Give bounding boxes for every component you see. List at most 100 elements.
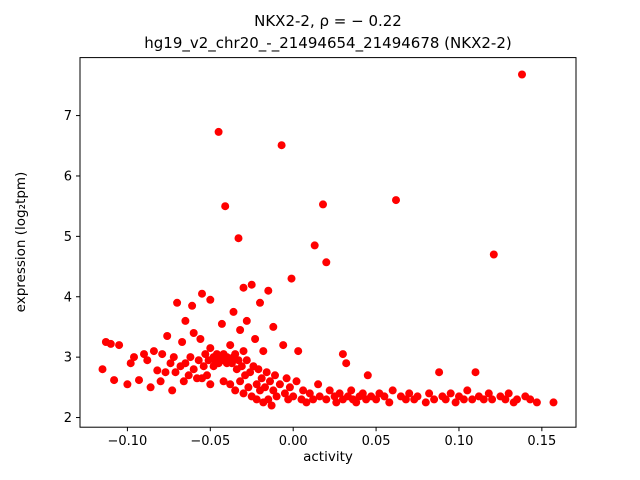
y-axis-label: expression (log₂tpm) xyxy=(13,172,29,313)
data-point xyxy=(425,389,434,398)
data-point xyxy=(226,341,235,350)
data-point xyxy=(234,234,243,243)
data-point xyxy=(226,380,235,389)
x-axis-label: activity xyxy=(303,449,353,465)
data-point xyxy=(171,368,180,377)
data-point xyxy=(322,258,331,267)
data-point xyxy=(236,326,245,334)
data-point xyxy=(256,298,264,307)
data-point xyxy=(239,347,248,356)
data-point xyxy=(319,200,327,209)
data-point xyxy=(198,289,206,298)
data-point xyxy=(338,350,347,359)
data-point xyxy=(302,398,311,407)
data-point xyxy=(206,344,215,353)
data-point xyxy=(266,377,274,386)
data-point xyxy=(178,338,187,346)
y-tick-label: 5 xyxy=(64,230,72,245)
data-point xyxy=(309,395,318,404)
data-point xyxy=(168,386,177,395)
data-point xyxy=(140,350,148,359)
data-point xyxy=(231,350,240,359)
data-point xyxy=(173,298,182,307)
data-point xyxy=(123,380,132,389)
data-point xyxy=(161,368,170,377)
x-tick-label: −0.10 xyxy=(107,434,147,449)
data-point xyxy=(471,368,480,377)
data-point xyxy=(322,395,331,404)
data-point xyxy=(242,316,251,325)
data-point xyxy=(252,380,261,389)
data-point xyxy=(201,350,210,359)
data-point xyxy=(532,398,541,407)
data-point xyxy=(280,389,289,398)
data-point xyxy=(385,398,394,407)
data-point xyxy=(217,319,226,328)
data-point xyxy=(289,392,298,401)
x-tick-label: 0.10 xyxy=(444,434,473,449)
data-point xyxy=(314,380,323,389)
data-point xyxy=(267,401,276,410)
data-point xyxy=(380,392,389,401)
data-point xyxy=(189,365,198,374)
data-point xyxy=(261,383,269,392)
scatter-points xyxy=(98,70,558,410)
data-point xyxy=(163,332,172,340)
data-point xyxy=(227,359,236,368)
data-point xyxy=(110,376,119,385)
data-point xyxy=(315,392,324,401)
data-point xyxy=(441,395,450,404)
data-point xyxy=(325,386,334,395)
data-point xyxy=(363,371,372,380)
data-point xyxy=(468,395,477,404)
data-point xyxy=(401,395,410,404)
data-point xyxy=(446,389,455,398)
x-axis-ticks: −0.10 −0.05 0.00 0.05 0.10 0.15 xyxy=(107,427,556,449)
x-tick-label: 0.15 xyxy=(527,434,556,449)
data-point xyxy=(196,335,205,343)
data-point xyxy=(372,395,381,404)
data-point xyxy=(513,395,521,404)
data-point xyxy=(285,383,294,392)
data-point xyxy=(279,341,288,350)
data-point xyxy=(282,374,291,383)
data-point xyxy=(269,386,278,395)
data-point xyxy=(264,395,273,404)
data-point xyxy=(430,395,439,404)
data-point xyxy=(271,371,279,380)
data-point xyxy=(310,241,319,250)
data-point xyxy=(549,398,558,407)
data-point xyxy=(239,389,248,398)
chart-title: NKX2-2, ρ = − 0.22 xyxy=(254,12,402,30)
data-point xyxy=(299,386,308,395)
data-point xyxy=(342,359,351,368)
data-point xyxy=(239,283,248,292)
data-point xyxy=(335,389,344,398)
data-point xyxy=(214,127,223,136)
data-point xyxy=(451,398,460,407)
data-point xyxy=(98,365,107,374)
data-point xyxy=(294,347,303,356)
data-point xyxy=(234,356,243,365)
data-point xyxy=(236,377,245,386)
data-point xyxy=(259,347,268,356)
data-point xyxy=(287,274,296,283)
data-point xyxy=(153,366,162,375)
data-point xyxy=(244,383,253,392)
data-point xyxy=(184,371,193,380)
data-point xyxy=(181,316,190,325)
data-point xyxy=(221,202,230,211)
data-point xyxy=(237,362,246,371)
data-point xyxy=(126,359,135,368)
x-tick-label: −0.05 xyxy=(190,434,230,449)
data-point xyxy=(275,380,284,389)
chart-subtitle: hg19_v2_chr20_-_21494654_21494678 (NKX2-… xyxy=(144,34,511,53)
data-point xyxy=(501,395,510,404)
data-point xyxy=(358,389,367,398)
data-point xyxy=(189,329,198,337)
data-point xyxy=(272,392,281,401)
data-point xyxy=(435,368,444,377)
data-point xyxy=(352,398,361,407)
